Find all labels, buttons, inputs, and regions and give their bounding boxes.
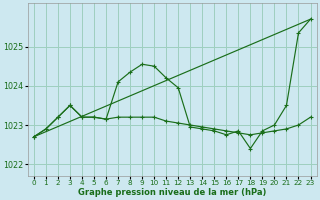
- X-axis label: Graphe pression niveau de la mer (hPa): Graphe pression niveau de la mer (hPa): [78, 188, 266, 197]
